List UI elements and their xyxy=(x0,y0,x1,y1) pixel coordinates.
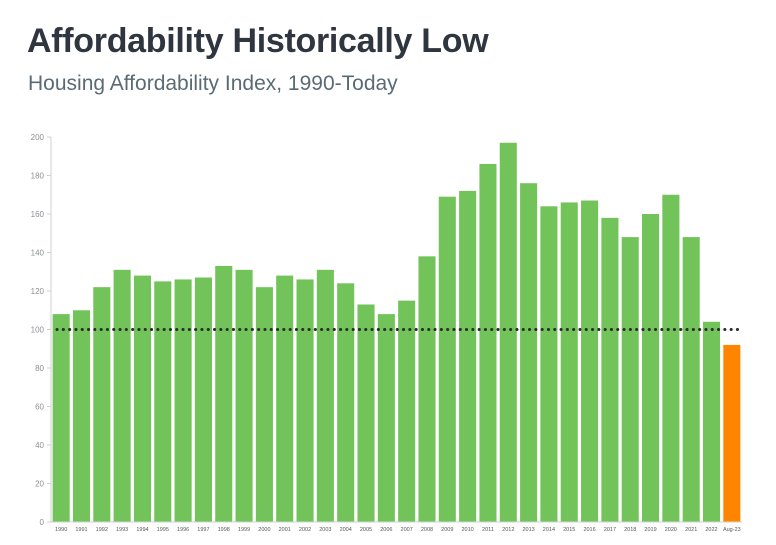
x-tick-label: 2014 xyxy=(543,527,555,533)
bar-2021 xyxy=(682,237,700,522)
bar-1997 xyxy=(194,277,212,522)
x-tick-label: 2000 xyxy=(258,527,270,533)
bar-2010 xyxy=(459,190,477,522)
x-tick-label: 2020 xyxy=(665,527,677,533)
x-tick-label: 2003 xyxy=(319,527,331,533)
y-axis: 0 20 40 60 80 100 120 140 160 180 200 xyxy=(31,133,52,527)
x-tick-label: 2009 xyxy=(441,527,453,533)
bar-2001 xyxy=(276,275,294,522)
x-tick-label: 1999 xyxy=(238,527,250,533)
x-tick-label: 1993 xyxy=(116,527,128,533)
x-tick-label: 1994 xyxy=(136,527,148,533)
bar-2012 xyxy=(499,142,517,522)
x-tick-label: Aug-23 xyxy=(723,527,741,533)
bar-1992 xyxy=(93,287,111,522)
y-tick-label: 60 xyxy=(35,403,44,412)
x-tick-label: 1997 xyxy=(197,527,209,533)
y-tick-label: 100 xyxy=(31,326,45,335)
bar-1995 xyxy=(154,281,172,523)
chart-subtitle: Housing Affordability Index, 1990-Today xyxy=(28,72,398,95)
bar-2016 xyxy=(581,200,599,522)
x-tick-label: 2004 xyxy=(340,527,352,533)
x-tick-label: 1992 xyxy=(96,527,108,533)
bar-1998 xyxy=(215,265,233,522)
bar-2000 xyxy=(255,287,273,522)
x-tick-label: 2016 xyxy=(583,527,595,533)
x-tick-label: 1990 xyxy=(55,527,67,533)
bar-1994 xyxy=(133,275,151,522)
bar-1993 xyxy=(113,269,131,522)
y-tick-label: 120 xyxy=(31,287,45,296)
x-tick-label: 2011 xyxy=(482,527,494,533)
y-tick-label: 200 xyxy=(31,133,45,142)
bar-1990 xyxy=(52,314,70,522)
y-tick-label: 40 xyxy=(35,441,44,450)
y-tick-label: 20 xyxy=(35,480,44,489)
bar-2018 xyxy=(621,237,639,522)
x-axis: 1990 1991 1992 1993 1994 1995 1996 1997 1998 1999… xyxy=(51,521,742,533)
x-tick-label: 2015 xyxy=(563,527,575,533)
bar-2020 xyxy=(662,194,680,522)
x-tick-label: 2022 xyxy=(705,527,717,533)
x-tick-label: 1996 xyxy=(177,527,189,533)
x-tick-label: 2001 xyxy=(279,527,291,533)
x-tick-label: 2007 xyxy=(401,527,413,533)
y-tick-label: 140 xyxy=(31,249,45,258)
bar-2008 xyxy=(418,256,436,522)
bar-2002 xyxy=(296,279,314,522)
bar-2004 xyxy=(337,283,355,522)
bars-group xyxy=(52,142,741,523)
bar-Aug-23 xyxy=(723,344,741,522)
x-tick-label: 1998 xyxy=(218,527,230,533)
x-tick-label: 2008 xyxy=(421,527,433,533)
bar-2003 xyxy=(316,269,334,522)
y-tick-label: 160 xyxy=(31,210,45,219)
x-tick-label: 2002 xyxy=(299,527,311,533)
x-tick-label: 2021 xyxy=(685,527,697,533)
bar-2014 xyxy=(540,206,558,523)
y-tick-label: 0 xyxy=(40,518,45,527)
bar-2019 xyxy=(642,214,660,522)
bar-2013 xyxy=(520,183,538,522)
bar-2017 xyxy=(601,217,619,522)
bar-2015 xyxy=(560,202,578,522)
bar-2011 xyxy=(479,163,497,522)
x-tick-label: 1995 xyxy=(157,527,169,533)
x-tick-label: 2019 xyxy=(644,527,656,533)
x-tick-label: 2018 xyxy=(624,527,636,533)
y-tick-label: 180 xyxy=(31,172,45,181)
x-tick-label: 2012 xyxy=(502,527,514,533)
bar-2022 xyxy=(702,321,721,522)
x-tick-label: 2005 xyxy=(360,527,372,533)
y-tick-label: 80 xyxy=(35,364,44,373)
bar-2007 xyxy=(398,300,416,523)
bar-1991 xyxy=(72,310,91,522)
x-tick-label: 2013 xyxy=(522,527,534,533)
chart-title: Affordability Historically Low xyxy=(27,22,489,60)
x-tick-label: 2017 xyxy=(604,527,616,533)
bar-1996 xyxy=(174,279,192,522)
x-tick-label: 2010 xyxy=(462,527,474,533)
x-tick-label: 1991 xyxy=(75,527,87,533)
bar-1999 xyxy=(235,269,253,522)
bar-2005 xyxy=(357,304,375,522)
bar-2009 xyxy=(438,196,456,522)
x-tick-label: 2006 xyxy=(380,527,392,533)
bar-2006 xyxy=(377,314,395,522)
